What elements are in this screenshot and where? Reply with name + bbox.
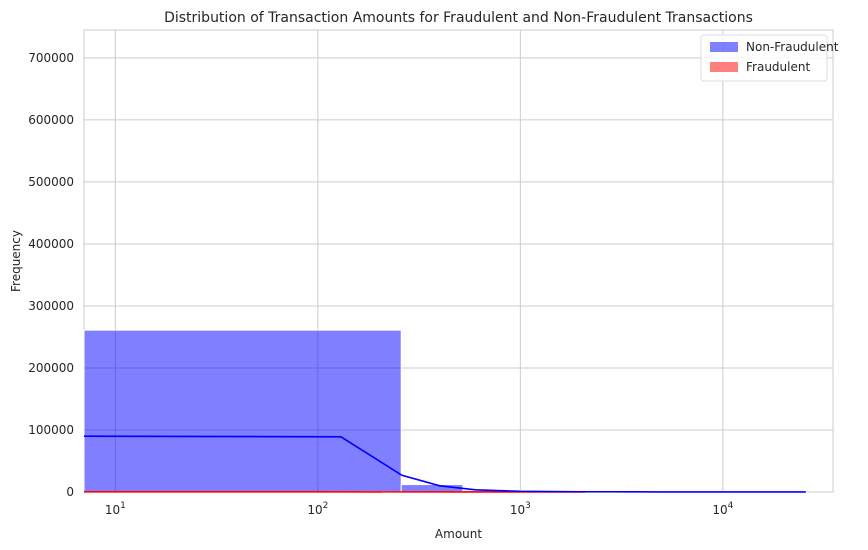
chart-title: Distribution of Transaction Amounts for … xyxy=(164,10,753,26)
x-tick-label: 103 xyxy=(510,501,531,517)
histogram-bar xyxy=(83,329,402,493)
x-tick-label: 101 xyxy=(105,501,126,517)
y-tick-label: 600000 xyxy=(28,113,74,127)
kde-lines xyxy=(83,435,806,493)
x-tick-label: 104 xyxy=(712,501,733,517)
legend-swatch xyxy=(710,42,738,52)
y-tick-label: 300000 xyxy=(28,299,74,313)
y-tick-labels: 0 100000 200000 300000 400000 500000 600000 700… xyxy=(28,51,74,499)
legend-swatch xyxy=(710,62,738,72)
y-tick-label: 100000 xyxy=(28,423,74,437)
x-tick-label: 102 xyxy=(307,501,328,517)
legend-label: Non-Fraudulent xyxy=(746,40,839,54)
x-axis-label: Amount xyxy=(435,527,482,541)
histogram-bar xyxy=(400,484,464,493)
y-tick-label: 700000 xyxy=(28,51,74,65)
x-tick-labels: 101 102 103 104 xyxy=(105,501,734,517)
y-tick-label: 200000 xyxy=(28,361,74,375)
y-tick-label: 500000 xyxy=(28,175,74,189)
kde-line xyxy=(83,435,806,493)
legend: Non-Fraudulent Fraudulent xyxy=(700,34,839,82)
y-axis-label: Frequency xyxy=(9,230,23,292)
y-tick-label: 0 xyxy=(66,485,74,499)
y-tick-label: 400000 xyxy=(28,237,74,251)
legend-label: Fraudulent xyxy=(746,60,810,74)
